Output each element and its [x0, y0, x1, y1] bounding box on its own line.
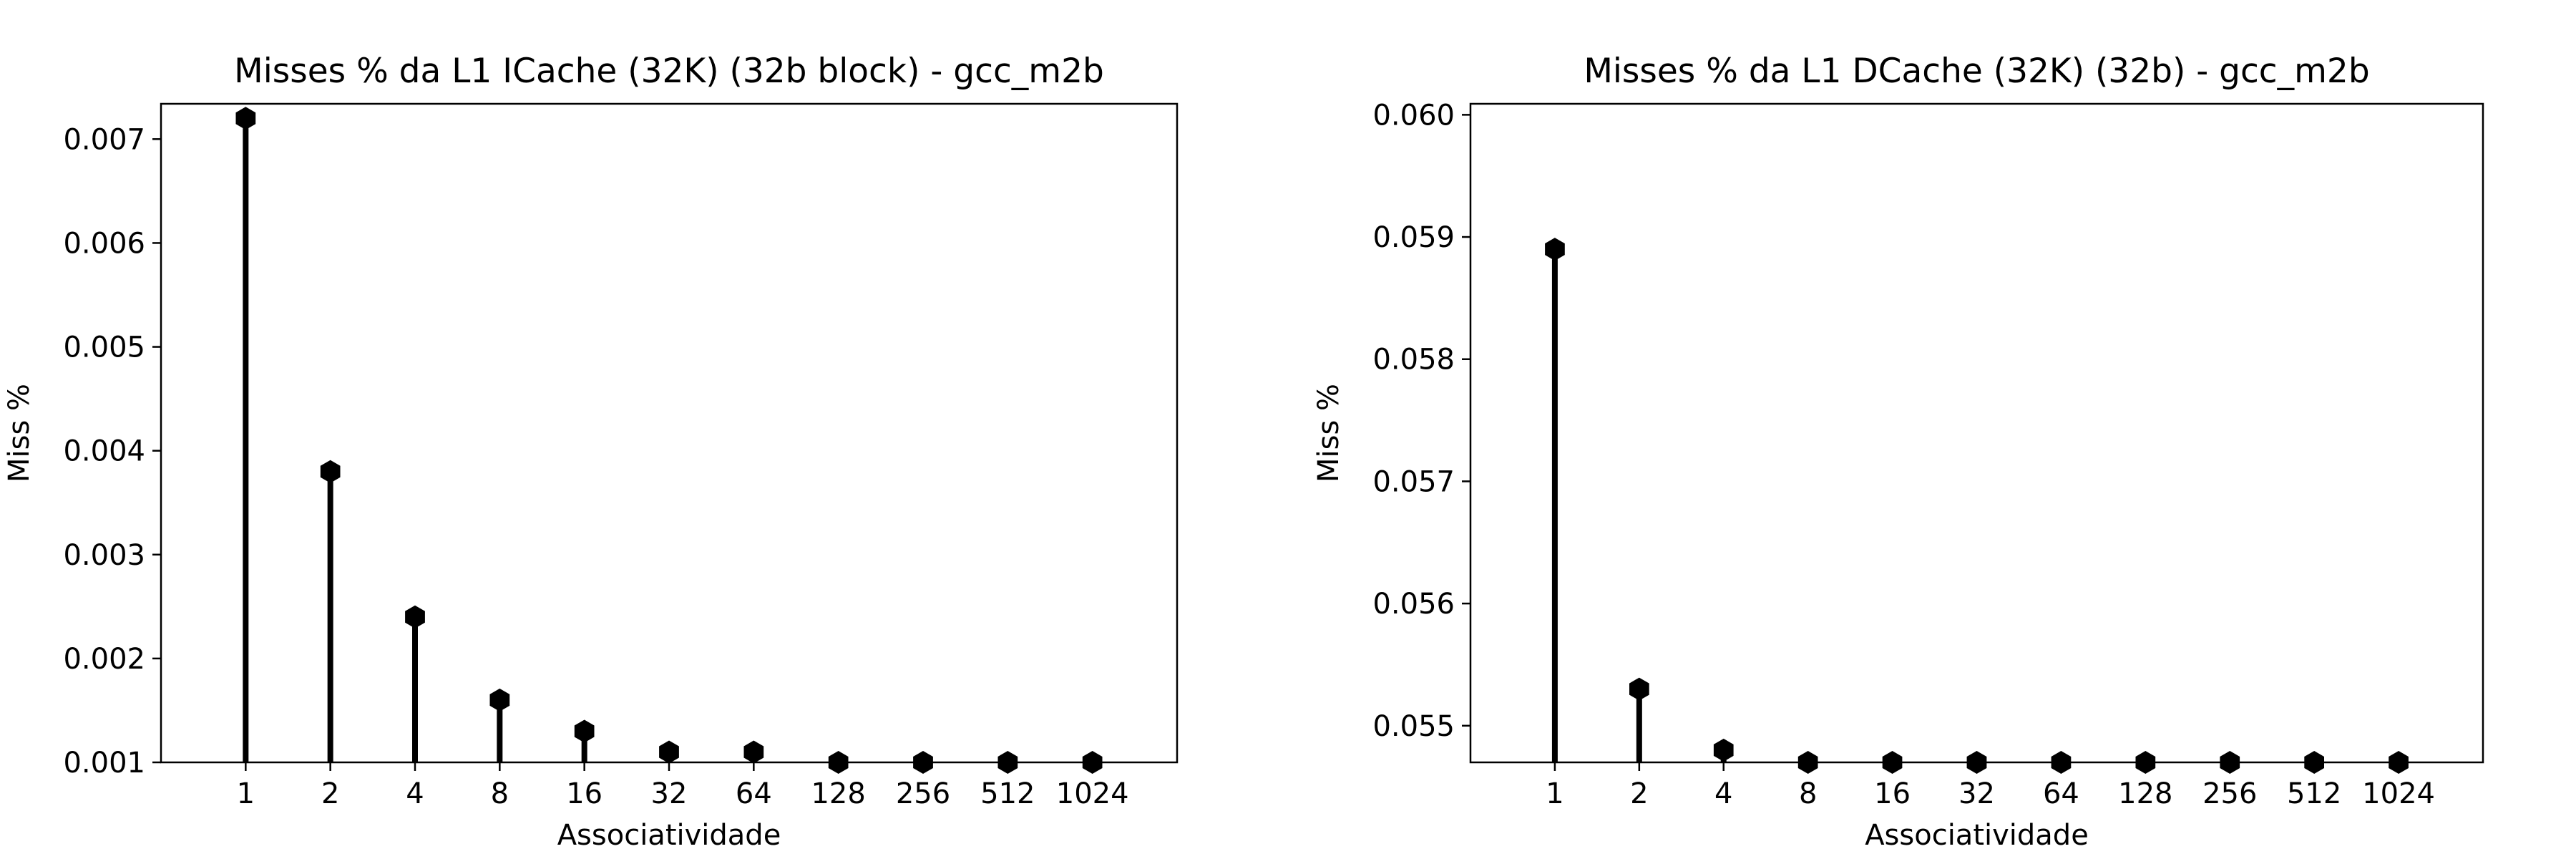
y-tick-label: 0.007 — [63, 123, 145, 156]
x-tick-label: 16 — [566, 777, 602, 810]
stem-marker-64 — [2051, 751, 2072, 774]
x-tick-label: 32 — [651, 777, 688, 810]
x-tick-label: 2 — [1630, 777, 1648, 810]
stem-marker-8 — [1797, 751, 1818, 774]
stem-marker-32 — [1966, 751, 1987, 774]
x-tick-label: 128 — [2118, 777, 2172, 810]
y-tick-label: 0.006 — [63, 227, 145, 260]
x-tick-label: 1024 — [1056, 777, 1129, 810]
x-tick-label: 8 — [1799, 777, 1817, 810]
chart-title: Misses % da L1 DCache (32K) (32b) - gcc_… — [1584, 52, 2369, 91]
y-tick-label: 0.003 — [63, 539, 145, 572]
stem-marker-4 — [405, 605, 425, 629]
x-tick-label: 1 — [237, 777, 255, 810]
x-tick-label: 1 — [1546, 777, 1563, 810]
stem-marker-256 — [2220, 751, 2240, 774]
y-axis-label: Miss % — [1312, 384, 1345, 482]
stem-marker-1024 — [1082, 751, 1103, 774]
x-tick-label: 8 — [491, 777, 509, 810]
stem-marker-2 — [320, 460, 341, 483]
y-tick-label: 0.001 — [63, 747, 145, 780]
x-tick-label: 512 — [2287, 777, 2341, 810]
y-tick-label: 0.057 — [1372, 465, 1455, 498]
stem-marker-2 — [1629, 677, 1649, 701]
x-axis-label: Associatividade — [1865, 819, 2089, 852]
stem-marker-32 — [659, 740, 679, 764]
x-axis-label: Associatividade — [557, 819, 781, 852]
x-tick-label: 4 — [1714, 777, 1732, 810]
x-tick-label: 64 — [2043, 777, 2079, 810]
y-tick-label: 0.060 — [1372, 99, 1455, 132]
y-tick-label: 0.002 — [63, 643, 145, 676]
stem-marker-128 — [828, 751, 849, 774]
stem-marker-256 — [913, 751, 933, 774]
chart-2: Misses % da L1 DCache (32K) (32b) - gcc_… — [1312, 52, 2484, 852]
x-tick-label: 512 — [980, 777, 1035, 810]
x-tick-label: 1024 — [2362, 777, 2435, 810]
x-tick-label: 256 — [896, 777, 950, 810]
x-tick-label: 256 — [2202, 777, 2257, 810]
x-tick-label: 128 — [811, 777, 865, 810]
x-tick-label: 2 — [321, 777, 339, 810]
y-axis-label: Miss % — [3, 384, 36, 482]
chart-title: Misses % da L1 ICache (32K) (32b block) … — [234, 52, 1104, 91]
stem-marker-1 — [1545, 238, 1565, 261]
stem-marker-64 — [743, 740, 764, 764]
stem-marker-8 — [489, 688, 510, 712]
stem-marker-4 — [1713, 738, 1734, 762]
y-tick-label: 0.059 — [1372, 221, 1455, 254]
y-tick-label: 0.004 — [63, 435, 145, 468]
x-tick-label: 4 — [406, 777, 424, 810]
stem-marker-16 — [574, 719, 595, 743]
x-tick-label: 64 — [736, 777, 772, 810]
x-tick-label: 16 — [1874, 777, 1911, 810]
y-tick-label: 0.056 — [1372, 588, 1455, 621]
chart-1: Misses % da L1 ICache (32K) (32b block) … — [3, 52, 1179, 852]
stem-marker-1 — [235, 107, 256, 130]
y-tick-label: 0.005 — [63, 331, 145, 364]
stem-marker-16 — [1882, 751, 1903, 774]
y-tick-label: 0.055 — [1372, 710, 1455, 743]
stem-marker-512 — [2304, 751, 2324, 774]
x-tick-label: 32 — [1958, 777, 1995, 810]
stem-marker-1024 — [2389, 751, 2409, 774]
axes-frame — [160, 102, 1179, 764]
stem-marker-512 — [997, 751, 1018, 774]
axes-frame — [1469, 102, 2484, 764]
stem-marker-128 — [2135, 751, 2156, 774]
y-tick-label: 0.058 — [1372, 344, 1455, 377]
